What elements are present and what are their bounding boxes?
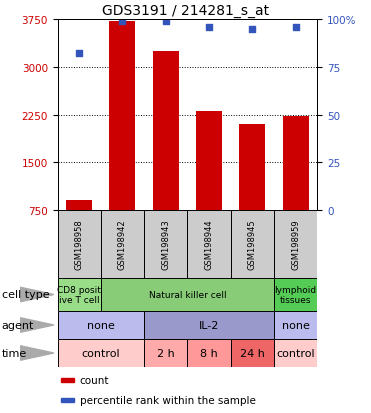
Polygon shape <box>20 287 54 302</box>
Bar <box>144 339 187 367</box>
Bar <box>187 339 231 367</box>
Text: none: none <box>282 320 309 330</box>
Text: count: count <box>79 375 109 385</box>
Text: agent: agent <box>2 320 34 330</box>
Point <box>206 24 212 31</box>
Text: 24 h: 24 h <box>240 348 265 358</box>
Text: GSM198944: GSM198944 <box>204 219 213 270</box>
Point <box>76 51 82 57</box>
Bar <box>109 22 135 211</box>
Text: CD8 posit
ive T cell: CD8 posit ive T cell <box>57 285 101 304</box>
Bar <box>101 278 274 311</box>
Point <box>119 19 125 25</box>
Text: IL-2: IL-2 <box>199 320 219 330</box>
Bar <box>274 211 317 278</box>
Point <box>293 24 299 31</box>
Bar <box>66 201 92 211</box>
Bar <box>58 278 101 311</box>
Text: time: time <box>2 348 27 358</box>
Text: percentile rank within the sample: percentile rank within the sample <box>79 395 256 405</box>
Text: GSM198943: GSM198943 <box>161 219 170 270</box>
Bar <box>62 378 74 382</box>
Bar <box>187 211 231 278</box>
Bar <box>274 339 317 367</box>
Bar <box>231 339 274 367</box>
Bar <box>62 398 74 402</box>
Text: Natural killer cell: Natural killer cell <box>148 290 226 299</box>
Text: control: control <box>82 348 120 358</box>
Text: control: control <box>276 348 315 358</box>
Text: none: none <box>87 320 115 330</box>
Bar <box>58 311 144 339</box>
Bar <box>144 311 274 339</box>
Polygon shape <box>20 346 54 361</box>
Text: GSM198945: GSM198945 <box>248 219 257 270</box>
Text: GSM198958: GSM198958 <box>75 219 83 270</box>
Bar <box>101 211 144 278</box>
Point <box>163 19 169 25</box>
Text: GSM198942: GSM198942 <box>118 219 127 270</box>
Bar <box>58 339 144 367</box>
Bar <box>231 211 274 278</box>
Text: GSM198959: GSM198959 <box>291 219 300 270</box>
Text: 2 h: 2 h <box>157 348 175 358</box>
Text: GDS3191 / 214281_s_at: GDS3191 / 214281_s_at <box>102 4 269 18</box>
Bar <box>153 52 179 211</box>
Point <box>249 26 255 33</box>
Bar <box>58 211 101 278</box>
Bar <box>283 117 309 211</box>
Bar <box>239 125 265 211</box>
Text: 8 h: 8 h <box>200 348 218 358</box>
Bar <box>196 112 222 211</box>
Text: cell type: cell type <box>2 290 49 300</box>
Bar <box>274 278 317 311</box>
Polygon shape <box>20 318 54 332</box>
Text: lymphoid
tissues: lymphoid tissues <box>275 285 316 304</box>
Bar <box>274 311 317 339</box>
Bar <box>144 211 187 278</box>
